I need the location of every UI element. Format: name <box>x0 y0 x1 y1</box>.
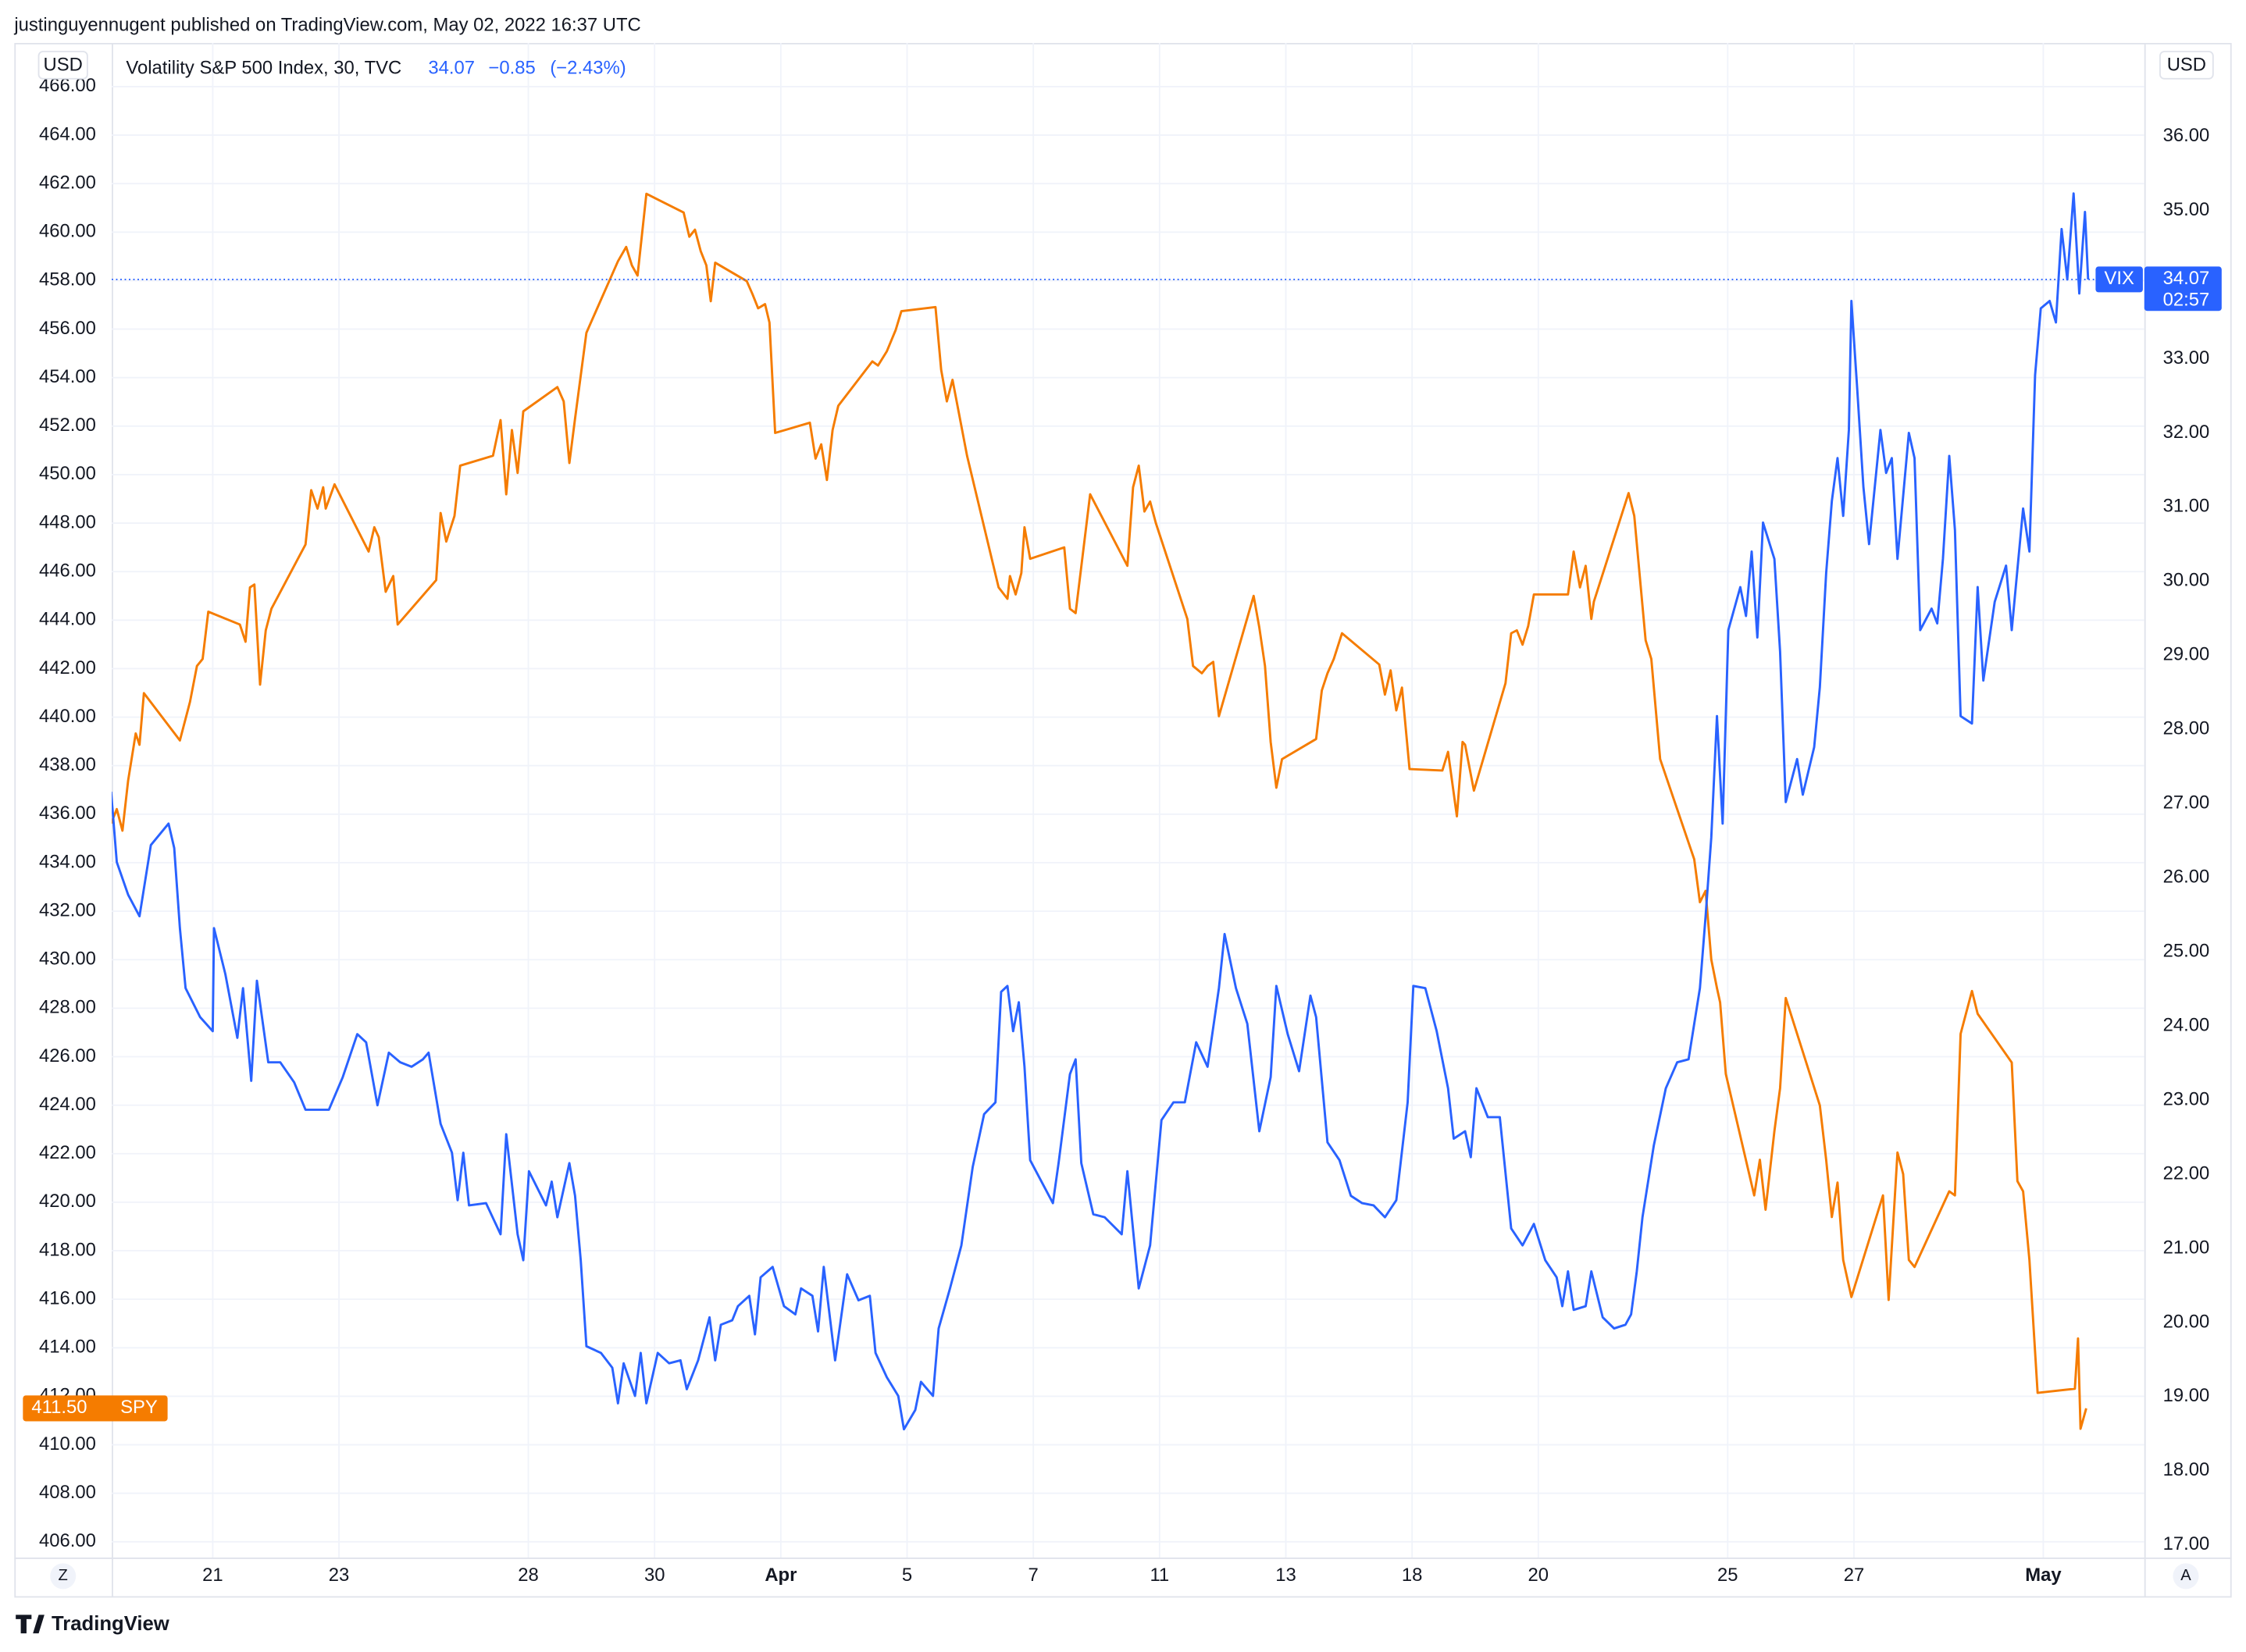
y2-tick-label: 27.00 <box>2163 792 2210 814</box>
y2-tick-label: 36.00 <box>2163 125 2210 146</box>
y2-tick-label: 22.00 <box>2163 1162 2210 1184</box>
x-tick-label: May <box>2025 1565 2062 1586</box>
y-tick-label: 428.00 <box>39 997 96 1018</box>
y-tick-label: 458.00 <box>39 269 96 290</box>
y-tick-label: 408.00 <box>39 1482 96 1503</box>
y-tick-label: 416.00 <box>39 1287 96 1308</box>
right-unit-box[interactable] <box>2159 51 2214 80</box>
y2-tick-label: 17.00 <box>2163 1533 2210 1554</box>
x-tick-label: 11 <box>1150 1565 1169 1586</box>
legend-title: Volatility S&P 500 Index, 30, TVC <box>126 57 401 78</box>
chart-frame <box>14 43 2232 1598</box>
axis-labels: 21 23 28 30 Apr 5 7 11 13 18 20 25 27 May 406.00 408.00… <box>39 75 2209 1586</box>
y-tick-label: 432.00 <box>39 899 96 920</box>
y-tick-label: 446.00 <box>39 561 96 582</box>
y2-tick-label: 19.00 <box>2163 1385 2210 1406</box>
y-tick-label: 410.00 <box>39 1433 96 1454</box>
left-axis-button-label: Z <box>59 1567 68 1584</box>
y-tick-label: 454.00 <box>39 366 96 387</box>
y2-tick-label: 32.00 <box>2163 422 2210 443</box>
y-tick-label: 434.00 <box>39 851 96 872</box>
y2-tick-label: 28.00 <box>2163 718 2210 739</box>
y2-tick-label: 35.00 <box>2163 199 2210 220</box>
last-value-tag <box>23 1395 168 1422</box>
y-tick-label: 452.00 <box>39 415 96 436</box>
bar-countdown: 02:57 <box>2163 290 2210 311</box>
y2-tick-label: 29.00 <box>2163 644 2210 665</box>
x-tick-label: Apr <box>765 1565 797 1586</box>
y-tick-label: 436.00 <box>39 803 96 824</box>
last-value-tag <box>2144 266 2222 312</box>
published-note: justinguyennugent published on TradingVi… <box>13 14 640 35</box>
right-unit: USD <box>2167 55 2206 76</box>
x-tick-label: 27 <box>1844 1565 1865 1586</box>
y-tick-label: 464.00 <box>39 123 96 144</box>
right-axis-button-label: A <box>2180 1567 2191 1584</box>
y-tick-label: 438.00 <box>39 754 96 775</box>
legend-change-pct: (−2.43%) <box>550 57 626 78</box>
last-value-label: 34.07 <box>2163 268 2210 289</box>
x-tick-label: 30 <box>644 1565 665 1586</box>
logo-text: TradingView <box>52 1613 169 1635</box>
y-tick-label: 430.00 <box>39 949 96 970</box>
x-tick-label: 25 <box>1717 1565 1738 1586</box>
last-value-label: 411.50 <box>31 1397 87 1418</box>
y-tick-label: 420.00 <box>39 1191 96 1212</box>
y2-tick-label: 23.00 <box>2163 1088 2210 1109</box>
plot-area <box>112 192 2144 1431</box>
y2-tick-label: 30.00 <box>2163 570 2210 591</box>
grid <box>112 43 2144 1558</box>
left-unit-box[interactable] <box>37 51 88 80</box>
x-tick-label: 18 <box>1402 1565 1423 1586</box>
x-tick-label: 13 <box>1275 1565 1296 1586</box>
x-tick-label: 21 <box>202 1565 223 1586</box>
series-name: SPY <box>120 1397 158 1418</box>
y-tick-label: 426.00 <box>39 1045 96 1066</box>
y2-tick-label: 24.00 <box>2163 1014 2210 1035</box>
left-axis-button[interactable] <box>50 1563 77 1590</box>
y2-tick-label: 33.00 <box>2163 347 2210 368</box>
series-line <box>112 192 2090 1431</box>
y2-tick-label: 18.00 <box>2163 1459 2210 1480</box>
x-tick-label: 7 <box>1029 1565 1039 1586</box>
left-unit: USD <box>44 55 83 76</box>
y2-tick-label: 20.00 <box>2163 1311 2210 1332</box>
y2-tick-label: 31.00 <box>2163 496 2210 517</box>
x-tick-label: 20 <box>1528 1565 1549 1586</box>
y-tick-label: 460.00 <box>39 221 96 242</box>
series-line <box>112 192 2087 1430</box>
y-tick-label: 422.00 <box>39 1142 96 1163</box>
logo-mark <box>16 1615 45 1634</box>
y-tick-label: 406.00 <box>39 1530 96 1551</box>
y-tick-label: 424.00 <box>39 1094 96 1115</box>
legend-last: 34.07 <box>428 57 475 78</box>
series-name-tag <box>2095 266 2143 293</box>
y-tick-label: 414.00 <box>39 1337 96 1358</box>
y2-tick-label: 21.00 <box>2163 1237 2210 1258</box>
x-tick-label: 28 <box>518 1565 539 1586</box>
y-tick-label: 444.00 <box>39 609 96 630</box>
x-tick-label: 23 <box>329 1565 350 1586</box>
y-tick-label: 442.00 <box>39 657 96 678</box>
y-tick-label: 440.00 <box>39 706 96 727</box>
x-tick-label: 5 <box>902 1565 912 1586</box>
series-name: VIX <box>2104 268 2134 289</box>
y2-tick-label: 25.00 <box>2163 940 2210 961</box>
y-tick-label: 418.00 <box>39 1239 96 1260</box>
legend-change: −0.85 <box>488 57 535 78</box>
y2-tick-label: 26.00 <box>2163 867 2210 888</box>
y-tick-label: 462.00 <box>39 172 96 193</box>
y-tick-label: 448.00 <box>39 511 96 532</box>
right-axis-button[interactable] <box>2173 1563 2199 1590</box>
y-tick-label: 456.00 <box>39 318 96 339</box>
y-tick-label: 450.00 <box>39 463 96 484</box>
